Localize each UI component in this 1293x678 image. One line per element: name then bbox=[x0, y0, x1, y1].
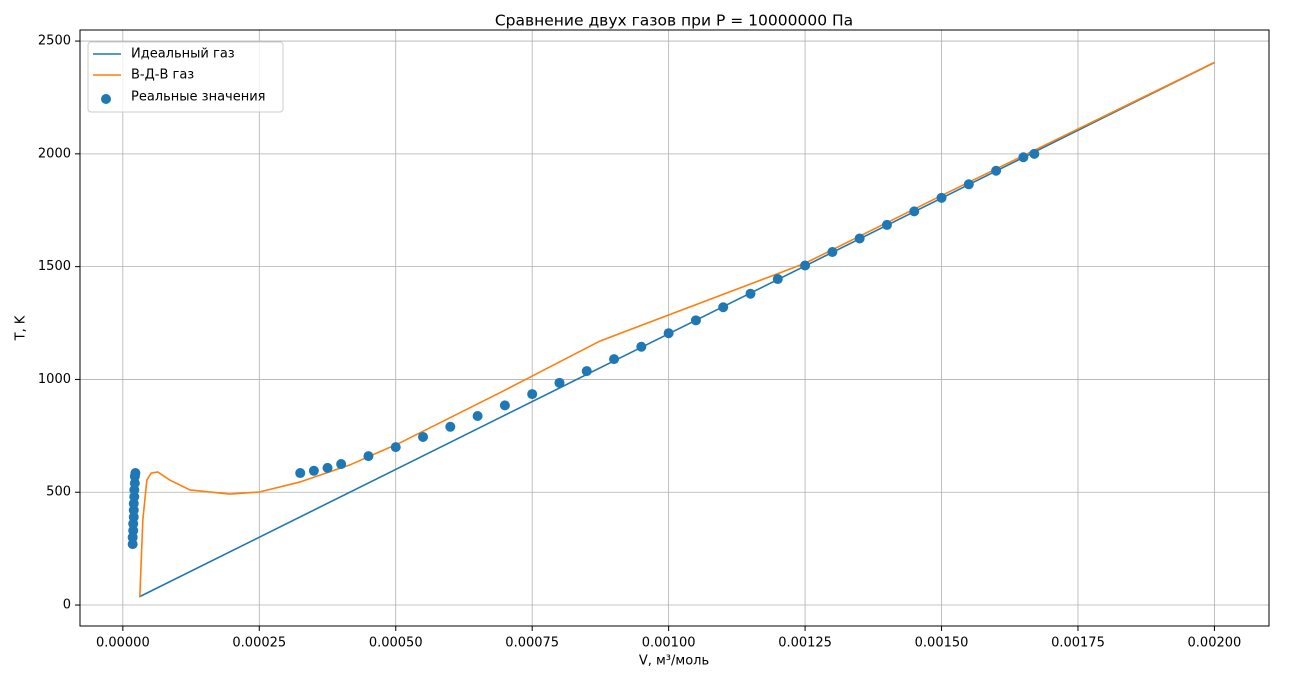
y-tick-label: 500 bbox=[46, 485, 71, 500]
point bbox=[963, 179, 974, 190]
point bbox=[663, 328, 674, 339]
legend-label: В-Д-В газ bbox=[131, 68, 194, 83]
y-tick-label: 1000 bbox=[38, 372, 71, 387]
point bbox=[527, 389, 538, 400]
point bbox=[322, 462, 333, 473]
point bbox=[295, 468, 306, 479]
point bbox=[581, 366, 592, 377]
x-tick-label: 0.00075 bbox=[505, 636, 559, 651]
point bbox=[800, 260, 811, 271]
plot-frame bbox=[79, 29, 1270, 627]
point bbox=[554, 377, 565, 388]
point bbox=[636, 341, 647, 352]
point bbox=[130, 468, 141, 479]
x-tick-label: 0.00050 bbox=[369, 636, 423, 651]
point bbox=[336, 459, 347, 470]
x-tick-label: 0.00000 bbox=[96, 636, 150, 651]
point bbox=[499, 400, 510, 411]
point bbox=[363, 451, 374, 462]
point bbox=[881, 219, 892, 230]
point bbox=[390, 442, 401, 453]
point bbox=[1018, 152, 1029, 163]
legend-box bbox=[87, 41, 284, 113]
point bbox=[936, 192, 947, 203]
x-tick-label: 0.00150 bbox=[915, 636, 969, 651]
point bbox=[472, 410, 483, 421]
y-tick-label: 2000 bbox=[38, 146, 71, 161]
point bbox=[690, 315, 701, 326]
point bbox=[745, 288, 756, 299]
x-tick-label: 0.00200 bbox=[1188, 636, 1242, 651]
point bbox=[609, 354, 620, 365]
x-tick-label: 0.00025 bbox=[232, 636, 286, 651]
legend-label: Реальные значения bbox=[131, 90, 266, 105]
point bbox=[991, 165, 1002, 176]
legend-label: Идеальный газ bbox=[131, 47, 235, 62]
x-axis-label: V, м³/моль bbox=[639, 654, 709, 669]
y-tick-label: 2500 bbox=[38, 34, 71, 49]
point bbox=[308, 465, 319, 476]
point bbox=[418, 431, 429, 442]
point bbox=[718, 302, 729, 313]
point bbox=[1029, 148, 1040, 159]
point bbox=[445, 421, 456, 432]
line bbox=[139, 61, 1215, 597]
x-tick-label: 0.00125 bbox=[778, 636, 832, 651]
point bbox=[827, 246, 838, 257]
y-tick-label: 0 bbox=[63, 598, 71, 613]
point bbox=[772, 274, 783, 285]
point bbox=[909, 206, 920, 217]
x-tick-label: 0.00100 bbox=[642, 636, 696, 651]
y-axis-label: T, K bbox=[14, 315, 29, 341]
y-tick-label: 1500 bbox=[38, 259, 71, 274]
x-tick-label: 0.00175 bbox=[1051, 636, 1105, 651]
chart-title: Сравнение двух газов при P = 10000000 Па bbox=[495, 12, 853, 30]
legend-marker bbox=[101, 94, 111, 104]
point bbox=[854, 233, 865, 244]
